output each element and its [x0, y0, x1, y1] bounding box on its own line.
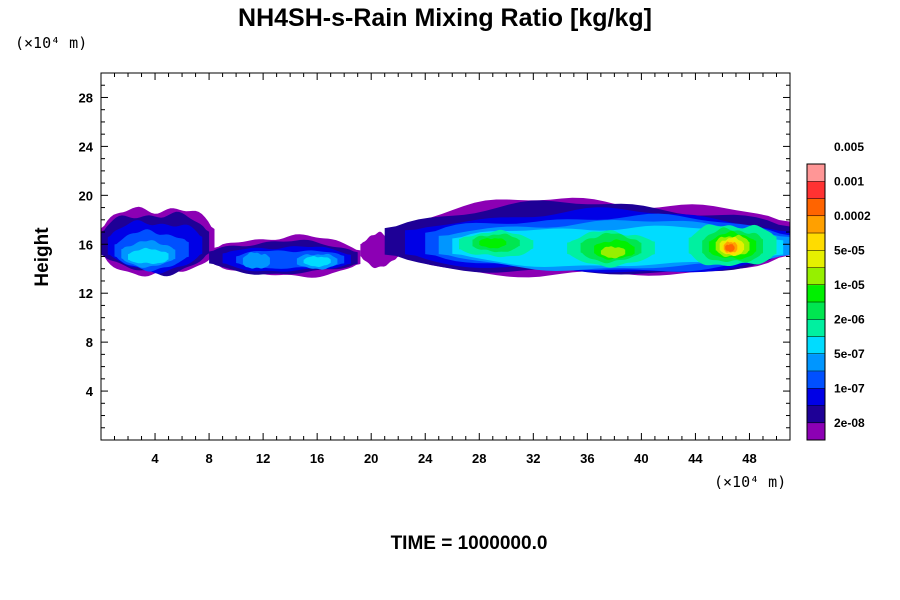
contour-region-level-13	[725, 244, 735, 252]
x-tick-label: 40	[634, 451, 648, 466]
colorbar-swatch	[807, 405, 825, 424]
colorbar-label: 1e-05	[834, 278, 865, 292]
y-tick-label: 28	[79, 90, 93, 105]
contour-region-level-4	[242, 252, 270, 269]
colorbar-label: 0.0002	[834, 209, 871, 223]
chart-title: NH4SH-s-Rain Mixing Ratio [kg/kg]	[238, 4, 652, 32]
x-tick-label: 36	[580, 451, 594, 466]
colorbar-swatch	[807, 284, 825, 303]
colorbar-label: 0.005	[834, 140, 864, 154]
colorbar-swatch	[807, 336, 825, 355]
y-tick-label: 12	[79, 286, 93, 301]
y-axis-unit: (×10⁴ m)	[15, 34, 87, 52]
x-tick-label: 32	[526, 451, 540, 466]
x-tick-label: 28	[472, 451, 486, 466]
x-tick-label: 24	[418, 451, 433, 466]
colorbar-swatch	[807, 250, 825, 268]
contour-region-level-8	[479, 238, 507, 249]
y-tick-label: 16	[79, 237, 93, 252]
y-tick-label: 8	[86, 335, 93, 350]
colorbar-swatch	[807, 353, 825, 372]
x-tick-label: 44	[688, 451, 703, 466]
colorbar: 2e-08 1e-07 5e-07 2e-06 1e-05 5e-05 0.0002 0.00…	[806, 140, 871, 441]
colorbar-label: 2e-08	[834, 416, 865, 430]
x-tick-label: 12	[256, 451, 270, 466]
contour-region-level-9	[600, 246, 626, 259]
colorbar-swatch	[807, 422, 825, 441]
y-tick-label: 20	[79, 188, 93, 203]
x-tick-label: 20	[364, 451, 378, 466]
colorbar-swatch	[807, 233, 825, 251]
y-axis-label: Height	[32, 227, 53, 287]
colorbar-label: 5e-05	[834, 243, 865, 257]
x-axis-unit: (×10⁴ m)	[714, 473, 786, 491]
colorbar-swatch	[807, 181, 825, 199]
colorbar-swatch	[807, 371, 825, 389]
colorbar-swatch	[807, 388, 825, 406]
x-tick-label: 4	[151, 451, 159, 466]
colorbar-swatch	[807, 215, 825, 234]
x-axis-ticks: 4 8 12 16 20 24 28 32 36 40 44 48	[114, 73, 777, 466]
colorbar-label: 1e-07	[834, 381, 865, 395]
y-axis-ticks: 4 8 12 16 20 24 28	[79, 84, 790, 429]
colorbar-swatch	[807, 319, 825, 337]
colorbar-label: 0.001	[834, 174, 864, 188]
colorbar-swatch	[807, 302, 825, 320]
contour-region-level-5	[128, 247, 169, 264]
contour-region-level-5	[303, 256, 331, 267]
y-tick-label: 24	[79, 139, 94, 154]
y-tick-label: 4	[86, 384, 94, 399]
colorbar-swatch	[807, 164, 825, 182]
colorbar-swatch	[807, 267, 825, 286]
contour-fill-layer	[101, 197, 790, 278]
colorbar-swatch	[807, 198, 825, 217]
colorbar-label: 2e-06	[834, 312, 865, 326]
x-tick-label: 16	[310, 451, 324, 466]
x-tick-label: 48	[742, 451, 756, 466]
time-label: TIME = 1000000.0	[391, 533, 548, 554]
colorbar-label: 5e-07	[834, 347, 865, 361]
x-tick-label: 8	[205, 451, 212, 466]
